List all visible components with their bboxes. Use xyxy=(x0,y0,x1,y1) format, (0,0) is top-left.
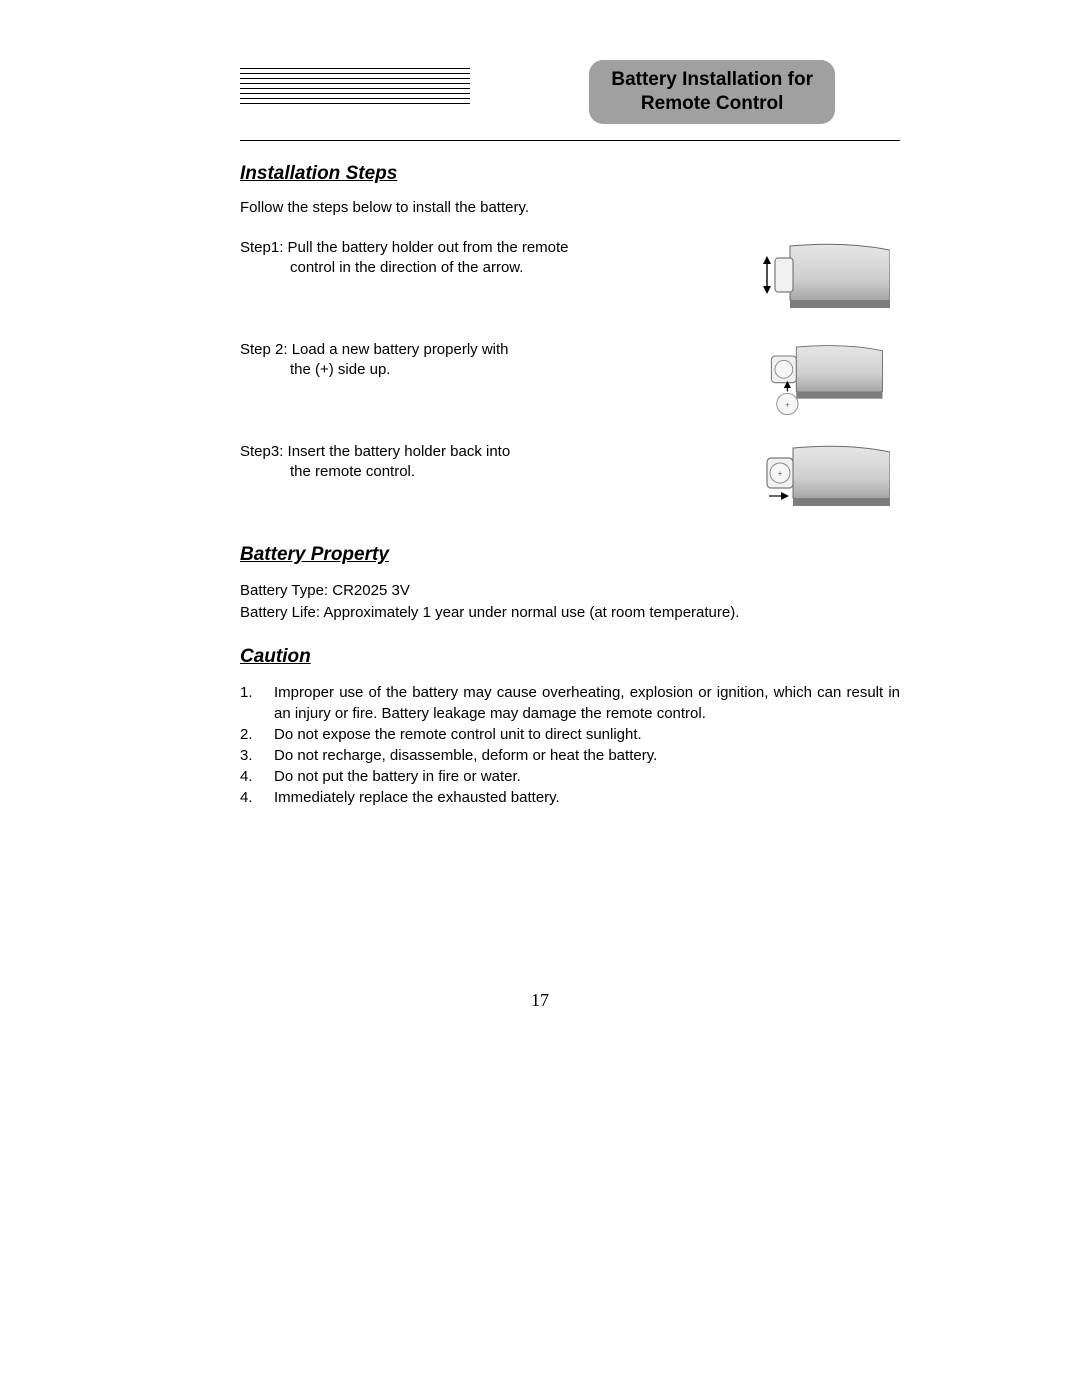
step-1-prefix: Step1: xyxy=(240,239,283,256)
heading-caution: Caution xyxy=(240,646,900,668)
caution-num: 4. xyxy=(240,766,274,787)
step-3-text: Step3: Insert the battery holder back in… xyxy=(240,442,755,483)
caution-num: 4. xyxy=(240,787,274,808)
step-2-line1: Load a new battery properly with xyxy=(292,341,509,358)
step-3-row: Step3: Insert the battery holder back in… xyxy=(240,442,900,522)
step-3-illustration: + xyxy=(755,442,890,522)
installation-intro: Follow the steps below to install the ba… xyxy=(240,199,900,216)
step-2-text: Step 2: Load a new battery properly with… xyxy=(240,340,755,381)
svg-text:+: + xyxy=(785,401,790,410)
step-2-illustration: + xyxy=(755,340,890,420)
step-2-prefix: Step 2: xyxy=(240,341,288,358)
step-1-line1: Pull the battery holder out from the rem… xyxy=(288,239,569,256)
title-badge: Battery Installation for Remote Control xyxy=(589,60,835,124)
svg-text:+: + xyxy=(778,469,783,478)
caution-num: 3. xyxy=(240,745,274,766)
title-line-2: Remote Control xyxy=(611,92,813,116)
step-3-line2: the remote control. xyxy=(290,462,735,482)
step-2-row: Step 2: Load a new battery properly with… xyxy=(240,340,900,420)
caution-item: 4. Immediately replace the exhausted bat… xyxy=(240,787,900,808)
caution-text: Immediately replace the exhausted batter… xyxy=(274,787,900,808)
caution-text: Improper use of the battery may cause ov… xyxy=(274,682,900,724)
manual-page: Battery Installation for Remote Control … xyxy=(0,0,1080,1397)
step-1-line2: control in the direction of the arrow. xyxy=(290,258,735,278)
caution-text: Do not put the battery in fire or water. xyxy=(274,766,900,787)
caution-item: 3. Do not recharge, disassemble, deform … xyxy=(240,745,900,766)
page-number: 17 xyxy=(0,990,1080,1011)
heading-battery-property: Battery Property xyxy=(240,544,900,566)
page-header: Battery Installation for Remote Control xyxy=(240,60,900,130)
caution-item: 2. Do not expose the remote control unit… xyxy=(240,724,900,745)
heading-installation-steps: Installation Steps xyxy=(240,163,900,185)
step-1-text: Step1: Pull the battery holder out from … xyxy=(240,238,755,279)
caution-num: 1. xyxy=(240,682,274,724)
caution-text: Do not expose the remote control unit to… xyxy=(274,724,900,745)
caution-item: 1. Improper use of the battery may cause… xyxy=(240,682,900,724)
horizontal-rule xyxy=(240,140,900,141)
caution-list: 1. Improper use of the battery may cause… xyxy=(240,682,900,808)
battery-life: Battery Life: Approximately 1 year under… xyxy=(240,602,900,624)
caution-text: Do not recharge, disassemble, deform or … xyxy=(274,745,900,766)
step-1-illustration xyxy=(755,238,890,318)
decorative-rule-lines xyxy=(240,68,470,108)
step-3-line1: Insert the battery holder back into xyxy=(288,443,511,460)
step-3-prefix: Step3: xyxy=(240,443,283,460)
caution-num: 2. xyxy=(240,724,274,745)
caution-item: 4. Do not put the battery in fire or wat… xyxy=(240,766,900,787)
title-line-1: Battery Installation for xyxy=(611,68,813,92)
step-2-line2: the (+) side up. xyxy=(290,360,735,380)
battery-type: Battery Type: CR2025 3V xyxy=(240,580,900,602)
step-1-row: Step1: Pull the battery holder out from … xyxy=(240,238,900,318)
